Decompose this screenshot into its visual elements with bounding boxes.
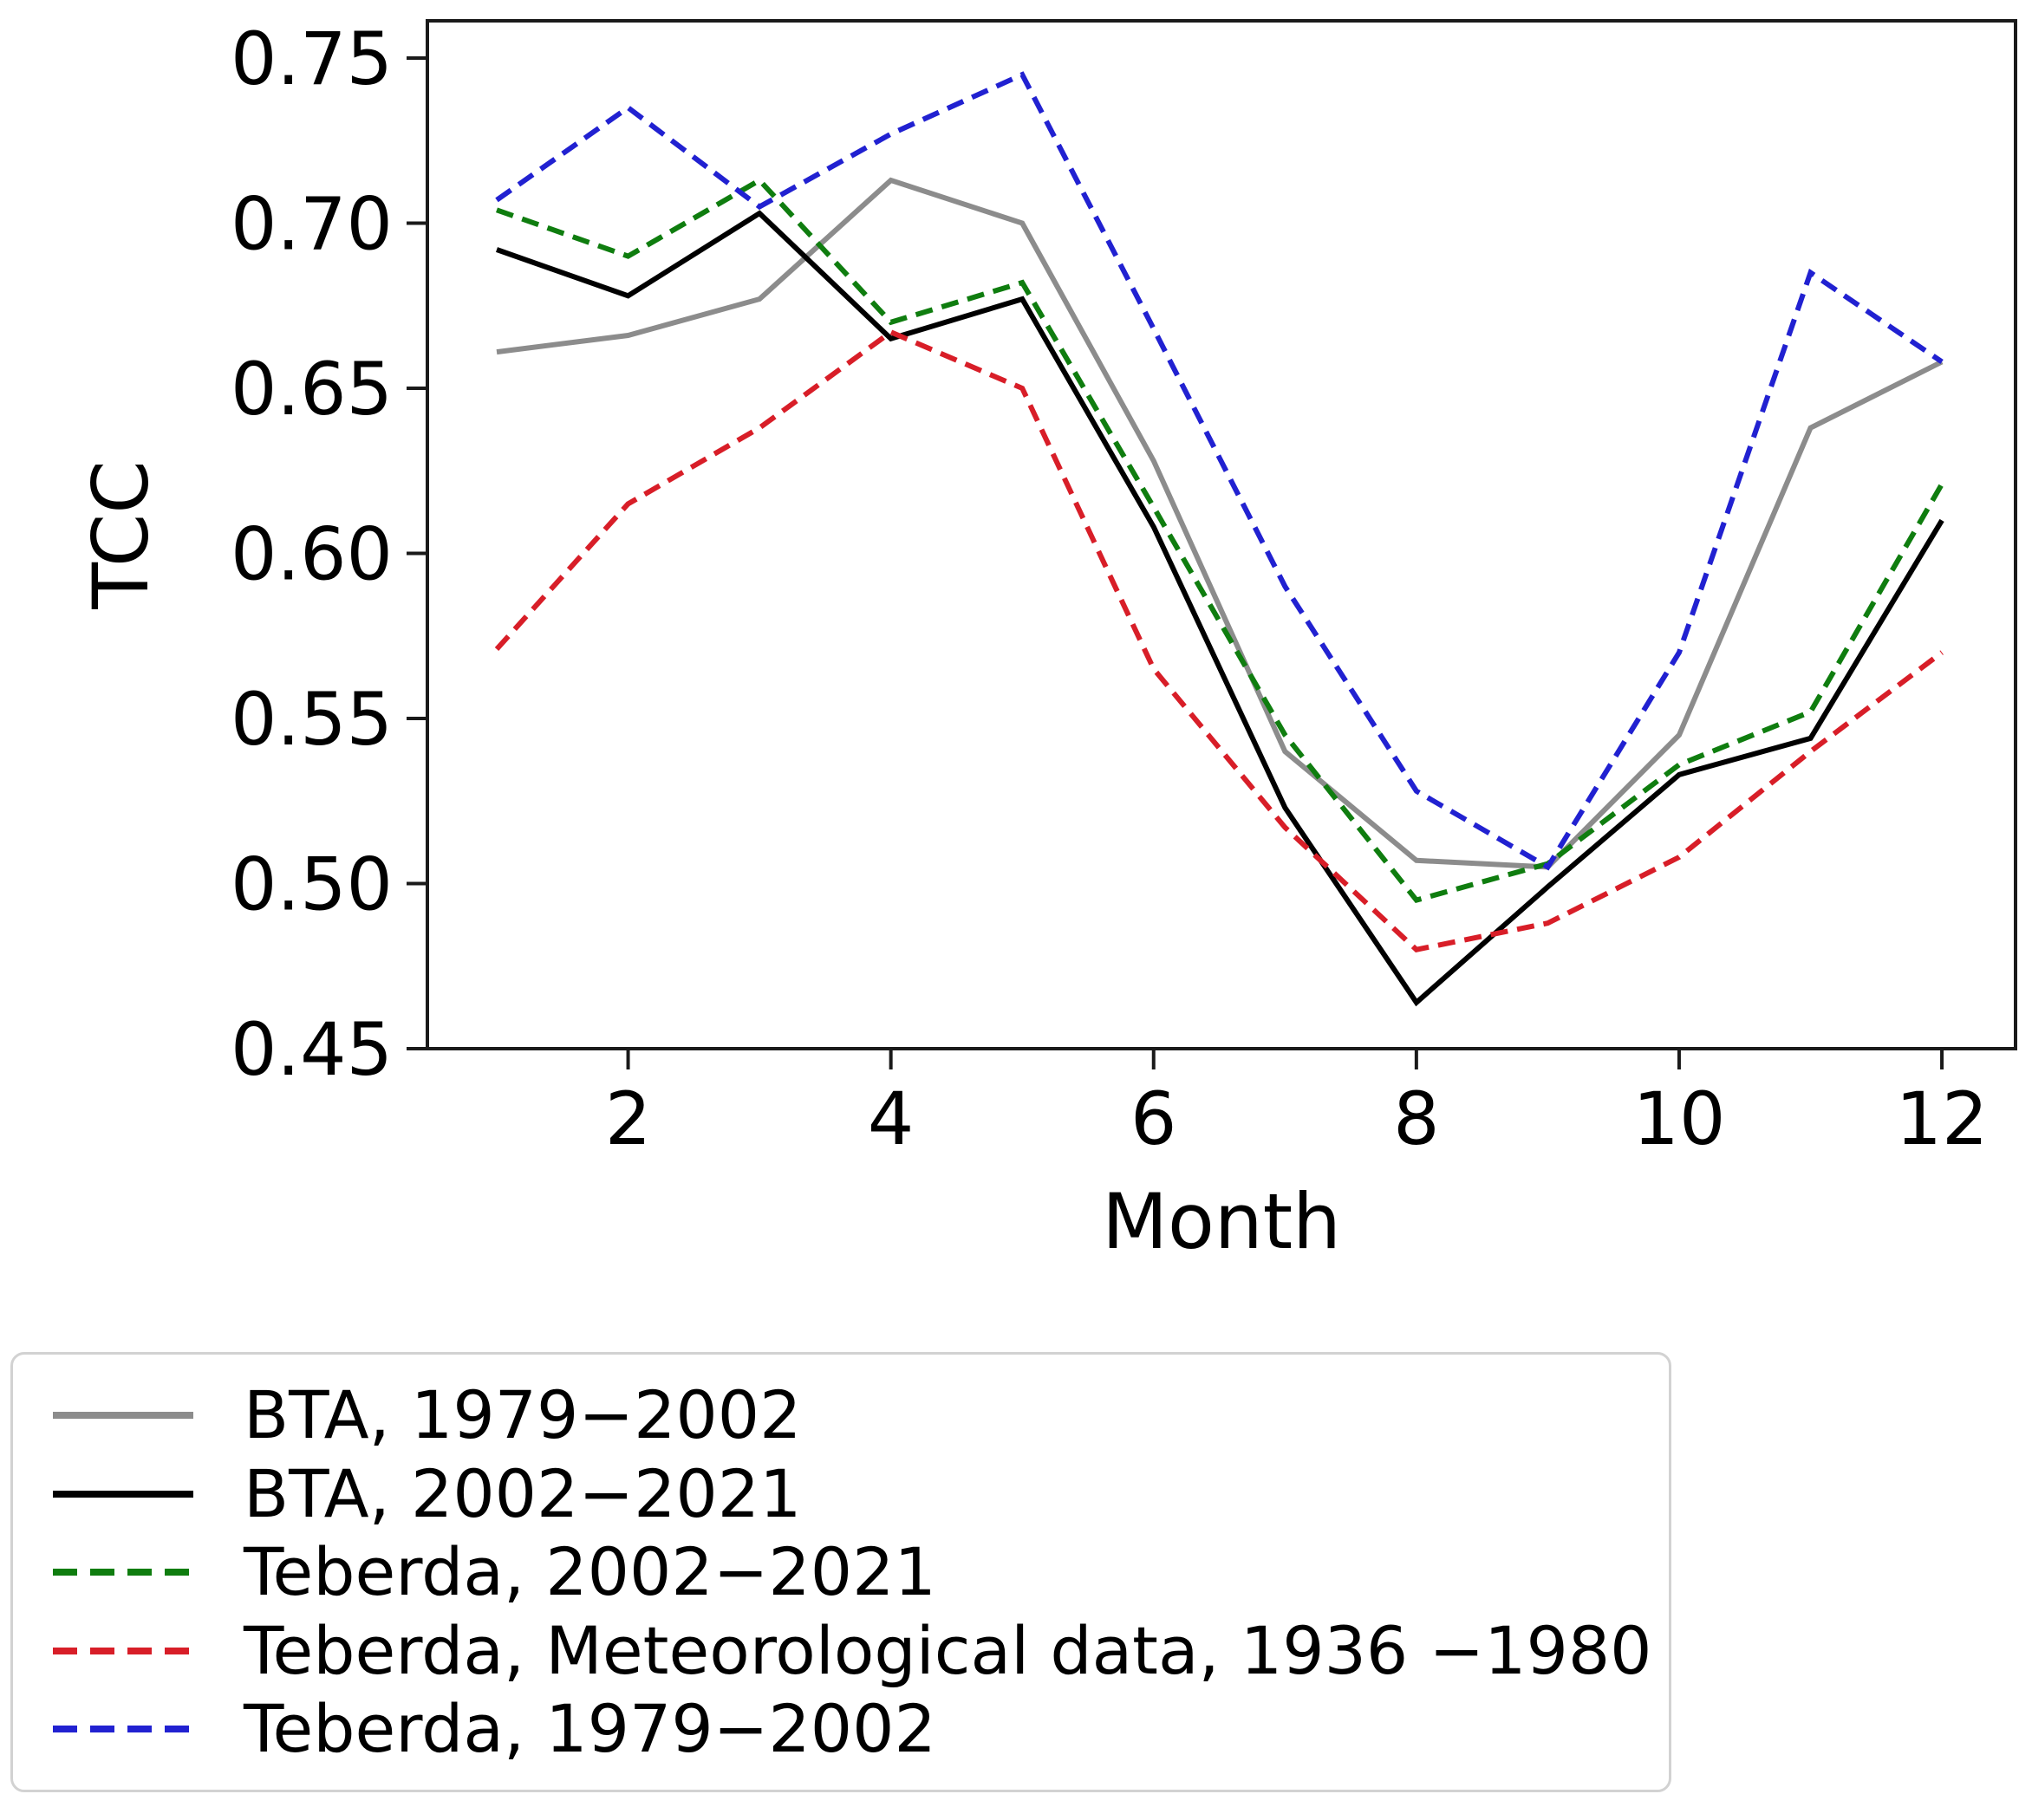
legend-item: Teberda, Meteorological data, 1936 −1980	[51, 1616, 1652, 1686]
legend-item: Teberda, 1979−2002	[51, 1694, 1631, 1764]
x-tick-label: 12	[1896, 1076, 1989, 1161]
y-tick-label: 0.60	[231, 512, 393, 597]
y-axis-title: TCC	[76, 460, 166, 610]
y-tick-label: 0.50	[231, 842, 393, 927]
x-axis-title: Month	[1102, 1177, 1341, 1266]
y-tick-label: 0.70	[231, 182, 393, 267]
legend-label: BTA, 1979−2002	[244, 1376, 802, 1453]
legend-label: Teberda, Meteorological data, 1936 −1980	[244, 1611, 1652, 1689]
x-tick-label: 4	[868, 1076, 914, 1161]
x-tick-label: 8	[1393, 1076, 1439, 1161]
y-tick-label: 0.65	[231, 347, 393, 432]
series-line	[494, 328, 1944, 952]
x-tick-label: 2	[605, 1076, 651, 1161]
legend-swatch-solid-line	[53, 1490, 193, 1498]
series-line	[496, 177, 1944, 870]
tcc-line-chart: 0.75 0.70 0.65 0.60 0.55 0.50 0.45 2 4 6 8 10 12 Mont…	[76, 16, 2017, 1266]
legend: BTA, 1979−2002 BTA, 2002−2021 Teberda, 200…	[10, 1352, 1671, 1792]
legend-swatch-solid-line	[53, 1412, 193, 1419]
legend-item: BTA, 2002−2021	[51, 1459, 1631, 1529]
series-line	[496, 210, 1944, 1007]
y-tick-label: 0.55	[231, 677, 393, 762]
legend-label: Teberda, 1979−2002	[244, 1690, 936, 1767]
legend-swatch-dashed-line	[53, 1647, 193, 1654]
series-line	[495, 71, 1944, 871]
legend-item: BTA, 1979−2002	[51, 1381, 1631, 1450]
legend-label: BTA, 2002−2021	[244, 1454, 802, 1532]
legend-item: Teberda, 2002−2021	[51, 1537, 1631, 1607]
legend-swatch-dashed-line	[53, 1569, 193, 1576]
series-line	[496, 177, 1944, 904]
legend-swatch-dashed-line	[53, 1726, 193, 1732]
x-tick-label: 10	[1633, 1076, 1726, 1161]
legend-label: Teberda, 2002−2021	[244, 1533, 936, 1610]
y-tick-label: 0.45	[231, 1007, 393, 1092]
y-tick-label: 0.75	[231, 16, 393, 101]
plot-area	[426, 19, 2017, 1050]
x-tick-label: 6	[1130, 1076, 1176, 1161]
